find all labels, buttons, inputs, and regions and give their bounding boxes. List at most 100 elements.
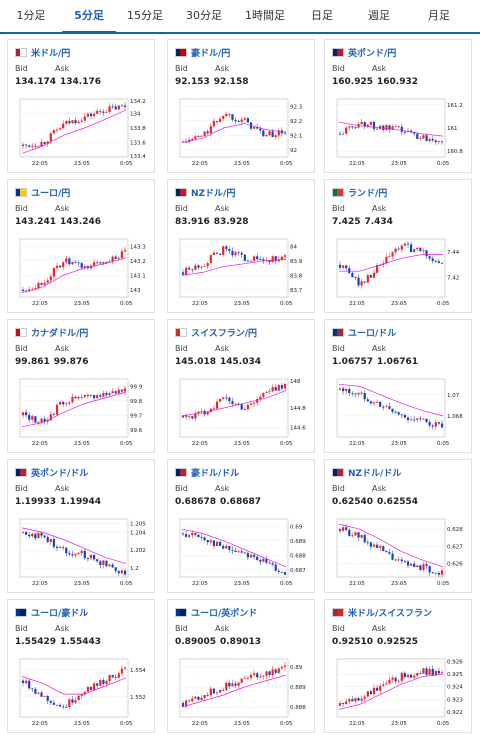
tab-4[interactable]: 30分足 — [186, 9, 222, 22]
price-chart[interactable]: 161.2 161 160.8 22:05 23:05 0:05 — [327, 95, 471, 169]
candle-body — [99, 561, 102, 565]
pair-name-link[interactable]: 英ポンド/ドル — [31, 468, 89, 479]
price-chart[interactable]: 0.89 0.889 0.888 22:05 23:05 0:05 — [170, 655, 314, 729]
rate-card[interactable]: スイスフラン/円 Bid Ask 145.018 145.034 148 144.8 144.… — [167, 319, 315, 453]
tab-5[interactable]: 1時間足 — [245, 9, 285, 22]
candle-body — [354, 127, 357, 129]
candle-body — [351, 126, 354, 128]
pair-name-link[interactable]: NZドル/ドル — [348, 468, 402, 479]
ask-label: Ask — [215, 204, 230, 213]
candle-body — [243, 678, 246, 679]
pair-name-link[interactable]: ユーロ/円 — [31, 188, 71, 199]
rate-card[interactable]: ユーロ/ドル Bid Ask 1.06757 1.06761 1.07 1.068 22:05… — [324, 319, 472, 453]
tab-8[interactable]: 月足 — [428, 9, 450, 22]
candle-body — [37, 282, 40, 289]
pair-name-link[interactable]: ユーロ/英ポンド — [191, 608, 258, 619]
rate-card[interactable]: ユーロ/円 Bid Ask 143.241 143.246 143.3 143.2 143.1… — [7, 179, 155, 313]
candle-body — [92, 555, 96, 560]
candle-body — [249, 260, 253, 262]
rate-card[interactable]: ランド/円 Bid Ask 7.425 7.434 7.44 7.42 22:05 23:05 0… — [324, 179, 472, 313]
y-tick-label: 99.8 — [130, 399, 143, 405]
rate-card[interactable]: NZドル/ドル Bid Ask 0.62540 0.62554 0.628 0.627 0.6… — [324, 459, 472, 593]
candle-body — [268, 562, 271, 564]
pair-name-link[interactable]: 米ドル/スイスフラン — [348, 608, 433, 619]
candle-body — [283, 572, 287, 575]
candle-body — [406, 674, 410, 677]
tab-2[interactable]: 5分足 — [62, 0, 116, 34]
tab-1[interactable]: 1分足 — [16, 9, 46, 22]
rate-card[interactable]: ユーロ/豪ドル Bid Ask 1.55429 1.55443 1.554 1.552 22:… — [7, 599, 155, 733]
candle-body — [99, 679, 102, 686]
tab-7[interactable]: 週足 — [368, 9, 390, 22]
rate-card[interactable]: 米ドル/円 Bid Ask 134.174 134.176 134.2 134 133.8 13… — [7, 39, 155, 173]
y-tick-label: 143.2 — [130, 259, 146, 265]
rate-card[interactable]: 英ポンド/円 Bid Ask 160.925 160.932 161.2 161 160.8 2… — [324, 39, 472, 173]
candle-body — [71, 699, 74, 703]
candle-body — [34, 416, 37, 423]
candle-body — [218, 118, 222, 122]
candle-body — [277, 570, 280, 572]
price-chart[interactable]: 92.3 92.2 92.1 92 22:05 23:05 0:05 — [170, 95, 314, 169]
candle-body — [391, 553, 394, 560]
pair-name-link[interactable]: NZドル/円 — [191, 188, 236, 199]
bid-ask-values: 99.861 99.876 — [15, 357, 92, 367]
price-chart[interactable]: 99.9 99.8 99.7 99.6 22:05 23:05 0:05 — [10, 375, 154, 449]
bid-value: 1.06757 — [332, 357, 373, 367]
pair-name-link[interactable]: ランド/円 — [348, 188, 388, 199]
pair-name-link[interactable]: 英ポンド/円 — [348, 48, 397, 59]
price-chart[interactable]: 0.69 0.689 0.688 0.687 22:05 23:05 0:05 — [170, 515, 314, 589]
candle-body — [357, 392, 360, 395]
price-chart[interactable]: 134.2 134 133.8 133.6 133.4 22:05 23:05 0:05 — [10, 95, 154, 169]
candle-body — [40, 692, 43, 697]
bid-label: Bid — [332, 624, 345, 633]
pair-name-link[interactable]: カナダドル/円 — [31, 328, 89, 339]
price-chart[interactable]: 7.44 7.42 22:05 23:05 0:05 — [327, 235, 471, 309]
pair-name-link[interactable]: ユーロ/豪ドル — [31, 608, 89, 619]
candle-body — [184, 534, 188, 537]
pair-name-link[interactable]: 豪ドル/円 — [191, 48, 231, 59]
rate-card[interactable]: NZドル/円 Bid Ask 83.916 83.928 84 83.9 83.8 83.7 22… — [167, 179, 315, 313]
price-chart[interactable]: 0.926 0.925 0.924 0.923 0.922 22:05 23:05 0:05 — [327, 655, 471, 729]
candle-body — [345, 701, 348, 705]
price-chart[interactable]: 1.554 1.552 22:05 23:05 0:05 — [10, 655, 154, 729]
rate-card[interactable]: 豪ドル/円 Bid Ask 92.153 92.158 92.3 92.2 92.1 92 22:… — [167, 39, 315, 173]
candle-body — [431, 425, 434, 427]
candle-body — [341, 265, 345, 268]
ask-label: Ask — [372, 344, 387, 353]
bid-ask-labels: Bid Ask — [332, 64, 412, 73]
x-tick-label: 23:05 — [391, 441, 407, 447]
candle-body — [231, 250, 234, 256]
rate-card[interactable]: ユーロ/英ポンド Bid Ask 0.89005 0.89013 0.89 0.889 0.8… — [167, 599, 315, 733]
pair-name-link[interactable]: ユーロ/ドル — [348, 328, 397, 339]
tab-6[interactable]: 日足 — [311, 9, 333, 22]
candle-body — [369, 122, 373, 125]
candle-body — [203, 266, 206, 268]
candle-body — [212, 408, 216, 410]
x-tick-label: 22:05 — [349, 581, 365, 587]
rate-card[interactable]: カナダドル/円 Bid Ask 99.861 99.876 99.9 99.8 99.7 99.… — [7, 319, 155, 453]
candle-body — [105, 560, 108, 567]
candle-body — [338, 703, 342, 706]
candle-body — [434, 670, 437, 676]
pair-name-link[interactable]: スイスフラン/円 — [191, 328, 258, 339]
price-chart[interactable]: 1.205 1.204 1.202 1.2 22:05 23:05 0:05 — [10, 515, 154, 589]
rate-card[interactable]: 米ドル/スイスフラン Bid Ask 0.92510 0.92525 0.926 0.925… — [324, 599, 472, 733]
price-chart[interactable]: 143.3 143.2 143.1 143 22:05 23:05 0:05 — [10, 235, 154, 309]
x-tick-label: 23:05 — [391, 721, 407, 727]
candle-body — [440, 141, 444, 143]
candle-body — [252, 673, 256, 675]
pair-name-link[interactable]: 米ドル/円 — [31, 48, 71, 59]
pair-name-link[interactable]: 豪ドル/ドル — [191, 468, 240, 479]
price-chart[interactable]: 84 83.9 83.8 83.7 22:05 23:05 0:05 — [170, 235, 314, 309]
rate-card[interactable]: 英ポンド/ドル Bid Ask 1.19933 1.19944 1.205 1.204 1.2… — [7, 459, 155, 593]
candle-body — [268, 260, 271, 262]
candle-body — [21, 289, 25, 291]
price-chart[interactable]: 148 144.8 144.6 22:05 23:05 0:05 — [170, 375, 314, 449]
y-tick-label: 134 — [130, 112, 141, 118]
price-chart[interactable]: 1.07 1.068 22:05 23:05 0:05 — [327, 375, 471, 449]
candle-body — [262, 130, 265, 137]
bid-ask-labels: Bid Ask — [175, 64, 255, 73]
price-chart[interactable]: 0.628 0.627 0.626 22:05 23:05 0:05 — [327, 515, 471, 589]
tab-3[interactable]: 15分足 — [127, 9, 163, 22]
rate-card[interactable]: 豪ドル/ドル Bid Ask 0.68678 0.68687 0.69 0.689 0.688… — [167, 459, 315, 593]
